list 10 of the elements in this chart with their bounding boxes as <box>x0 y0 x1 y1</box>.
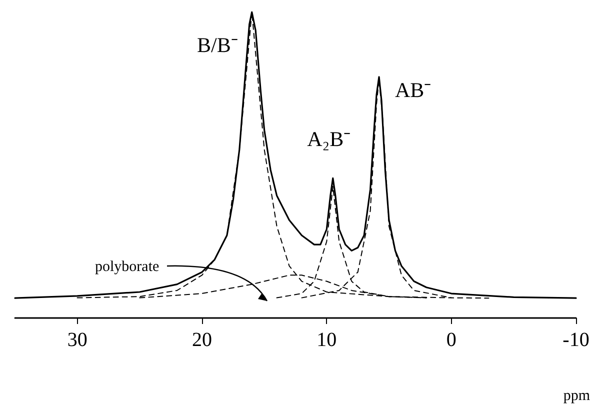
annotation: B/B⁻ <box>197 33 238 57</box>
annotation: AB⁻ <box>395 78 432 102</box>
x-tick-label: 30 <box>67 329 88 351</box>
x-tick-label: 0 <box>446 329 456 351</box>
x-axis-title: ppm <box>563 388 590 404</box>
x-tick-label: -10 <box>562 329 590 351</box>
annotation: A₂B⁻ <box>307 127 351 152</box>
x-tick-label: 10 <box>316 329 337 351</box>
annotation: polyborate <box>95 259 160 275</box>
x-tick-label: 20 <box>192 329 212 351</box>
